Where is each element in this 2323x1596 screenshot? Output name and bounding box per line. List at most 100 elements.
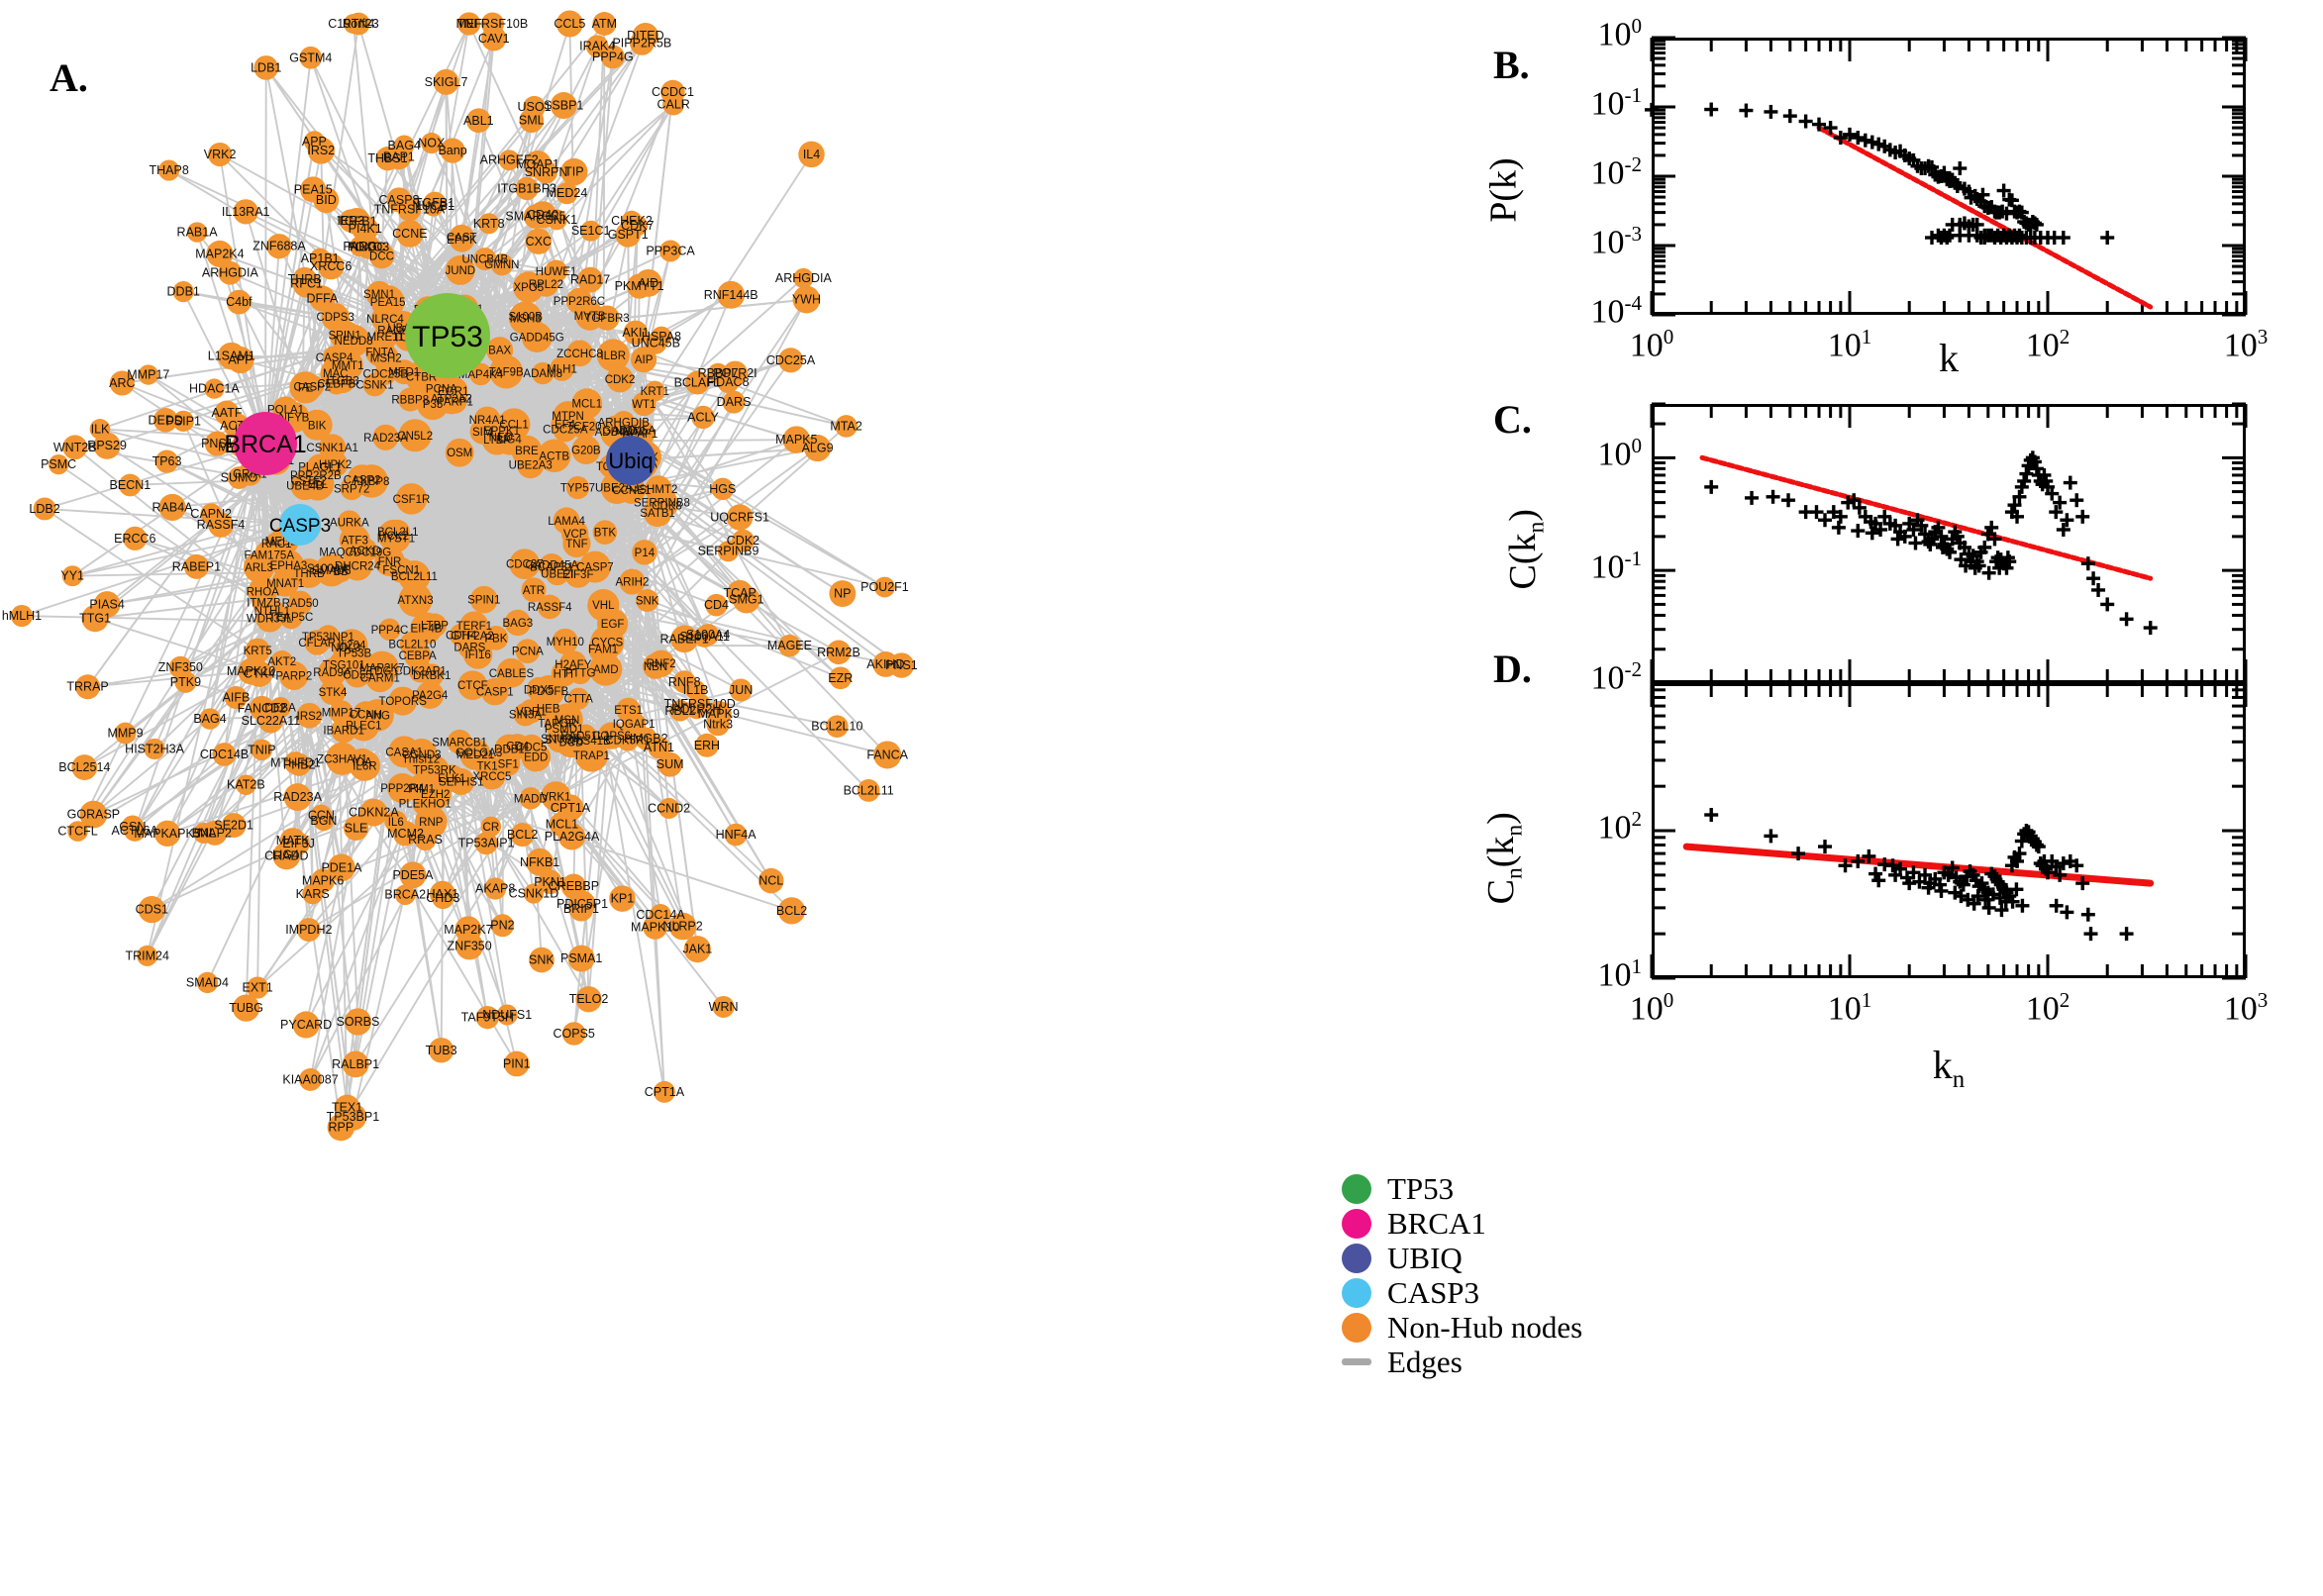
svg-text:MAPK5: MAPK5 — [775, 433, 817, 447]
xtick-svg-b-2: 102 — [2025, 325, 2070, 364]
svg-text:VRK2: VRK2 — [204, 148, 237, 161]
svg-text:HNF4A: HNF4A — [716, 828, 758, 842]
svg-text:S100A4: S100A4 — [686, 628, 731, 642]
svg-text:RTN4: RTN4 — [343, 17, 374, 31]
ytick-svg-b-0.0001: 10-4 — [1590, 291, 1642, 331]
svg-text:RNF144B: RNF144B — [704, 288, 758, 302]
plot-frame-d — [1652, 683, 2246, 978]
svg-text:CHD3: CHD3 — [426, 891, 459, 905]
panel-a-network: A. ARL3 TAF9B Banp MAGEE DHCR24 CDC14A ALG9 RNF… — [2, 10, 918, 1142]
legend-dot-brca1 — [1342, 1208, 1371, 1239]
svg-text:CDK2: CDK2 — [727, 534, 759, 548]
plot-b-data — [1645, 36, 2248, 317]
svg-text:hMLH1: hMLH1 — [2, 609, 42, 623]
panel-d-clustering-nn: D. Cn(kn) kn 100 101 102 103 102 101 10-2 — [1475, 647, 2323, 1279]
svg-text:ILK: ILK — [91, 422, 110, 436]
svg-text:ATXN3: ATXN3 — [397, 595, 433, 607]
svg-text:S100B: S100B — [508, 311, 543, 323]
svg-text:UBE2A3: UBE2A3 — [509, 460, 553, 472]
svg-text:ZNF350: ZNF350 — [448, 939, 492, 952]
svg-text:MEF: MEF — [455, 17, 482, 31]
svg-text:RABEP1: RABEP1 — [172, 559, 221, 573]
svg-text:SMARCC5: SMARCC5 — [505, 210, 565, 224]
svg-text:COPS5: COPS5 — [553, 1027, 594, 1041]
svg-text:SLC22A11: SLC22A11 — [242, 714, 301, 728]
ytick-svg-b-0.001: 10-3 — [1590, 222, 1642, 261]
svg-text:VHL: VHL — [592, 600, 615, 612]
svg-text:CPT1A: CPT1A — [551, 801, 591, 815]
svg-text:UBE4B: UBE4B — [286, 481, 324, 493]
svg-text:BCL2: BCL2 — [776, 904, 807, 918]
svg-text:CALR: CALR — [656, 97, 689, 111]
svg-text:CCND2: CCND2 — [648, 801, 690, 815]
svg-text:ERCC6: ERCC6 — [114, 532, 155, 546]
svg-text:RALBP1: RALBP1 — [332, 1057, 379, 1071]
svg-text:RHOA: RHOA — [247, 586, 280, 598]
svg-text:YWH: YWH — [792, 293, 821, 307]
svg-text:CDK7: CDK7 — [621, 219, 654, 233]
svg-text:TTG1: TTG1 — [79, 612, 111, 626]
svg-text:NDUFS1: NDUFS1 — [482, 1008, 532, 1022]
svg-text:G20B: G20B — [571, 445, 601, 456]
svg-text:Ubiq: Ubiq — [608, 449, 653, 473]
svg-text:THRB: THRB — [288, 272, 322, 286]
svg-text:CREBBP: CREBBP — [549, 879, 599, 893]
svg-text:YY1: YY1 — [60, 569, 84, 583]
svg-text:TGFBR3: TGFBR3 — [584, 313, 629, 325]
svg-text:PDE5A: PDE5A — [392, 868, 434, 882]
ytick-svg-b-0.1: 10-1 — [1590, 83, 1642, 123]
xtick-svg-b-1: 101 — [1827, 325, 1872, 364]
svg-text:CDPS3: CDPS3 — [317, 312, 354, 324]
svg-text:RASSF4: RASSF4 — [528, 602, 572, 614]
svg-text:DCC: DCC — [369, 250, 394, 262]
svg-text:P35: P35 — [423, 399, 443, 411]
svg-text:PLEKHO1: PLEKHO1 — [399, 799, 452, 811]
svg-text:CCNE: CCNE — [392, 227, 427, 241]
svg-text:DFFA: DFFA — [306, 292, 339, 306]
network-legend: TP53 BRCA1 UBIQ CASP3 Non-Hub nodes Edge… — [1342, 1171, 1582, 1379]
svg-text:ATR: ATR — [523, 585, 545, 597]
svg-text:LDB1: LDB1 — [251, 60, 281, 74]
legend-row-ubiq: UBIQ — [1342, 1241, 1582, 1275]
svg-text:SF1: SF1 — [498, 759, 519, 771]
svg-text:PYCARD: PYCARD — [280, 1018, 332, 1032]
svg-text:BCL2L10: BCL2L10 — [811, 720, 862, 734]
svg-text:MAGEE: MAGEE — [767, 639, 812, 652]
svg-text:TUB3: TUB3 — [426, 1044, 457, 1057]
svg-text:IL1B: IL1B — [683, 683, 709, 697]
svg-text:IBARD1: IBARD1 — [323, 726, 364, 738]
svg-text:KAT2B: KAT2B — [227, 778, 265, 792]
svg-text:POU2F1: POU2F1 — [860, 580, 909, 594]
svg-text:CAPN2: CAPN2 — [190, 507, 232, 521]
svg-text:ABL1: ABL1 — [463, 114, 494, 128]
svg-text:Tnfsf12: Tnfsf12 — [402, 754, 440, 766]
svg-text:CDK2: CDK2 — [605, 374, 636, 386]
svg-text:WRN: WRN — [709, 1000, 739, 1014]
svg-text:FAM175A: FAM175A — [245, 550, 295, 562]
svg-text:TUBG: TUBG — [229, 1001, 263, 1015]
svg-text:BCL2L1: BCL2L1 — [377, 527, 419, 539]
legend-dot-casp3 — [1342, 1277, 1371, 1308]
svg-text:IL13RA1: IL13RA1 — [222, 205, 270, 219]
svg-text:AMD: AMD — [593, 664, 619, 676]
svg-text:TP63: TP63 — [152, 454, 182, 468]
svg-text:CAV1: CAV1 — [478, 32, 510, 46]
plot-d-data — [1650, 681, 2248, 980]
svg-text:THBS1: THBS1 — [367, 151, 407, 165]
svg-text:NEDD8: NEDD8 — [335, 336, 373, 348]
svg-text:KP1: KP1 — [611, 892, 635, 906]
svg-text:C4bf: C4bf — [226, 295, 252, 309]
svg-text:VCP: VCP — [563, 529, 587, 541]
svg-text:BAG4: BAG4 — [388, 139, 421, 152]
svg-text:IRS2: IRS2 — [297, 711, 323, 723]
network-graph-svg: ARL3TAF9BBanpMAGEEDHCR24CDC14AALG9RNF144… — [2, 10, 918, 1142]
svg-text:CR: CR — [483, 822, 500, 834]
svg-text:RAB1A: RAB1A — [177, 226, 219, 240]
svg-text:HDAC1A: HDAC1A — [189, 382, 240, 396]
svg-text:EDD: EDD — [524, 752, 548, 764]
svg-text:PIAS4: PIAS4 — [89, 598, 124, 612]
svg-text:AATF: AATF — [211, 406, 242, 420]
panel-c-clustering: C. C(kn) 100 10-1 — [1475, 386, 2323, 685]
svg-text:CASP7: CASP7 — [576, 562, 614, 574]
svg-text:IL4: IL4 — [803, 148, 820, 161]
